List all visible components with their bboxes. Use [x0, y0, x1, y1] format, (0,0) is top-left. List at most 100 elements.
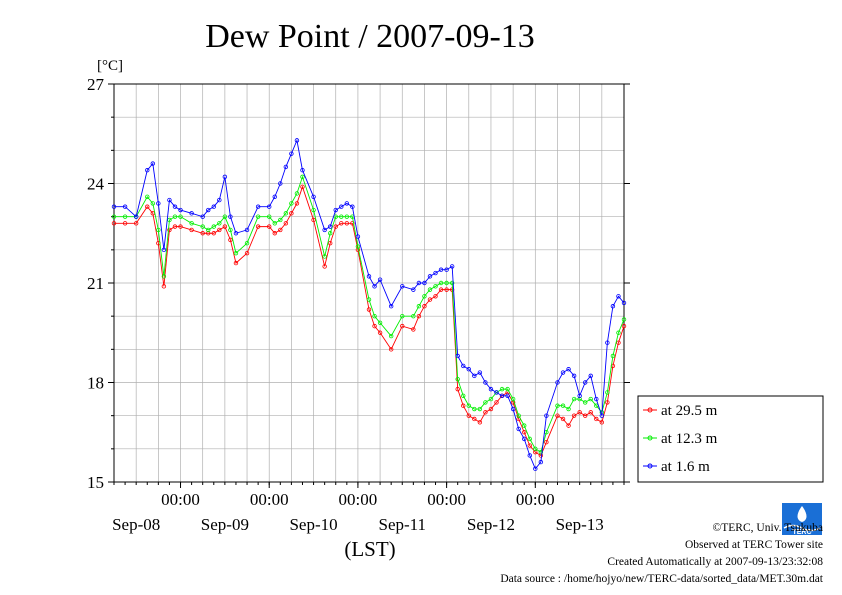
data-point — [577, 393, 582, 398]
data-point — [616, 330, 621, 335]
data-point — [438, 287, 444, 292]
data-point — [588, 373, 593, 379]
data-point — [560, 370, 566, 375]
y-axis-unit-label: [°C] — [97, 58, 123, 74]
data-point — [599, 420, 605, 425]
data-point — [200, 224, 205, 229]
data-point — [283, 221, 289, 226]
data-point — [461, 403, 466, 408]
data-point — [571, 396, 577, 402]
data-point — [233, 250, 239, 256]
y-tick-label: 27 — [87, 75, 105, 94]
data-point — [311, 207, 316, 213]
data-point — [189, 211, 194, 216]
data-point — [433, 284, 438, 289]
data-point — [300, 184, 305, 190]
data-point — [616, 340, 621, 345]
data-point — [494, 390, 499, 395]
legend-item: at 29.5 m — [643, 403, 718, 419]
data-point — [516, 413, 521, 418]
data-point — [416, 304, 422, 309]
data-point — [577, 410, 582, 415]
x-day-label: Sep-11 — [378, 515, 426, 534]
data-point — [372, 284, 377, 289]
data-point — [145, 204, 150, 209]
data-point — [272, 194, 277, 199]
data-point — [289, 201, 294, 206]
data-point — [566, 406, 571, 412]
data-point — [133, 221, 139, 226]
x-day-label: Sep-09 — [201, 515, 249, 534]
chart-title: Dew Point / 2007-09-13 — [205, 18, 535, 55]
data-point — [172, 204, 178, 209]
data-point — [510, 406, 516, 412]
legend-label: at 12.3 m — [661, 431, 718, 447]
series-line — [114, 175, 625, 453]
data-point — [599, 413, 605, 418]
data-point — [327, 231, 333, 236]
data-point — [560, 416, 566, 422]
data-point — [483, 380, 488, 385]
data-point — [400, 284, 405, 289]
data-point — [350, 204, 355, 209]
data-point — [344, 221, 350, 226]
data-point — [122, 221, 128, 226]
data-point — [255, 214, 261, 219]
legend-item: at 12.3 m — [643, 431, 718, 447]
data-point — [461, 363, 466, 369]
data-point — [206, 227, 211, 233]
data-point — [505, 386, 510, 392]
data-point — [189, 227, 194, 233]
data-point — [267, 204, 272, 209]
data-point — [433, 270, 438, 276]
data-point — [466, 367, 471, 372]
data-point — [533, 466, 538, 471]
legend-label: at 29.5 m — [661, 403, 718, 419]
data-point — [233, 231, 239, 236]
data-point — [244, 240, 250, 246]
data-point — [122, 204, 128, 209]
data-point — [438, 267, 444, 272]
data-point — [167, 227, 172, 233]
data-point — [267, 214, 272, 219]
data-point — [427, 297, 433, 302]
data-point — [211, 224, 216, 229]
x-time-label: 00:00 — [161, 490, 200, 509]
data-point — [411, 313, 416, 319]
data-point — [189, 221, 194, 226]
data-point — [344, 214, 350, 219]
data-point — [294, 201, 300, 206]
data-point — [477, 420, 483, 425]
data-point — [422, 304, 427, 309]
data-point — [377, 277, 383, 282]
data-point — [333, 224, 338, 229]
data-point — [272, 231, 277, 236]
data-point — [544, 413, 549, 418]
data-point — [594, 416, 599, 422]
data-point — [327, 240, 333, 246]
data-point — [211, 231, 216, 236]
data-point — [461, 393, 466, 398]
data-point — [427, 287, 433, 292]
credit-line-4: Data source : /home/hojyo/new/TERC-data/… — [500, 573, 823, 585]
x-day-label: Sep-08 — [112, 515, 160, 534]
data-point — [560, 403, 566, 408]
data-point — [438, 280, 444, 286]
data-point — [161, 284, 167, 289]
data-point — [571, 413, 577, 418]
legend-item: at 1.6 m — [643, 459, 710, 475]
data-point — [333, 207, 338, 213]
data-point — [621, 317, 627, 322]
data-point — [217, 227, 222, 233]
data-point — [289, 211, 294, 216]
data-point — [433, 294, 438, 299]
data-point — [200, 214, 205, 219]
data-point — [527, 443, 532, 448]
data-point — [544, 440, 549, 445]
data-point — [527, 436, 532, 442]
data-point — [582, 380, 588, 385]
data-point — [610, 304, 616, 309]
data-point — [388, 333, 394, 339]
data-point — [366, 274, 372, 279]
